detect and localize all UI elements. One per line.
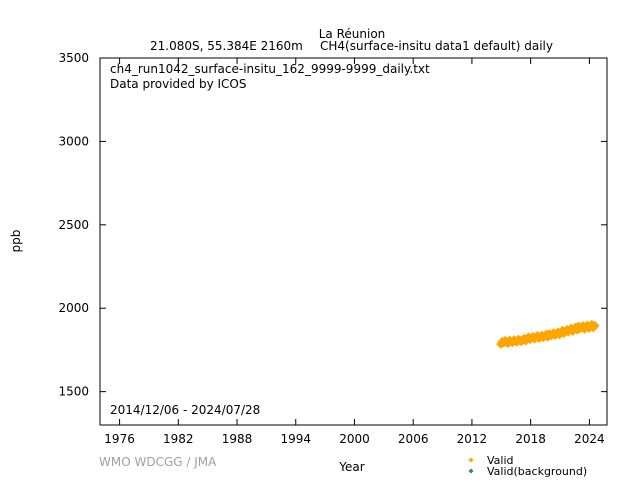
provider-annotation: Data provided by ICOS bbox=[110, 77, 246, 91]
y-tick-label: 2000 bbox=[58, 301, 89, 315]
x-tick-label: 1994 bbox=[280, 432, 311, 446]
x-tick-label: 2012 bbox=[457, 432, 488, 446]
x-axis: 1976 1982 1988 1994 2000 2006 2012 2018 2024 bbox=[104, 58, 605, 446]
plot-frame bbox=[99, 57, 608, 426]
x-tick-label: 2000 bbox=[339, 432, 370, 446]
filename-annotation: ch4_run1042_surface-insitu_162_9999-9999… bbox=[110, 62, 430, 76]
legend: Valid Valid(background) bbox=[468, 454, 587, 478]
y-axis: 1500 2000 2500 3000 3500 bbox=[58, 51, 607, 399]
y-tick-label: 3500 bbox=[58, 51, 89, 65]
period-annotation: 2014/12/06 - 2024/07/28 bbox=[110, 403, 260, 417]
x-tick-label: 1988 bbox=[222, 432, 253, 446]
y-tick-label: 2500 bbox=[58, 218, 89, 232]
y-tick-label: 1500 bbox=[58, 385, 89, 399]
x-tick-label: 1982 bbox=[163, 432, 194, 446]
station-title: La Réunion bbox=[319, 27, 386, 41]
y-tick-label: 3000 bbox=[58, 134, 89, 148]
x-axis-label: Year bbox=[338, 460, 364, 474]
credit-text: WMO WDCGG / JMA bbox=[99, 455, 217, 469]
legend-label-valid: Valid bbox=[487, 454, 514, 467]
valid-data-point bbox=[589, 320, 600, 331]
x-tick-label: 2018 bbox=[515, 432, 546, 446]
legend-marker-background bbox=[468, 468, 474, 474]
data-points bbox=[495, 319, 600, 349]
station-location: 21.080S, 55.384E 2160m bbox=[150, 39, 303, 53]
legend-marker-valid bbox=[468, 457, 474, 463]
y-axis-label: ppb bbox=[9, 230, 23, 253]
x-tick-label: 1976 bbox=[104, 432, 135, 446]
legend-label-background: Valid(background) bbox=[487, 465, 587, 478]
dataset-title: CH4(surface-insitu data1 default) daily bbox=[320, 39, 553, 53]
x-tick-label: 2024 bbox=[574, 432, 605, 446]
x-tick-label: 2006 bbox=[398, 432, 429, 446]
